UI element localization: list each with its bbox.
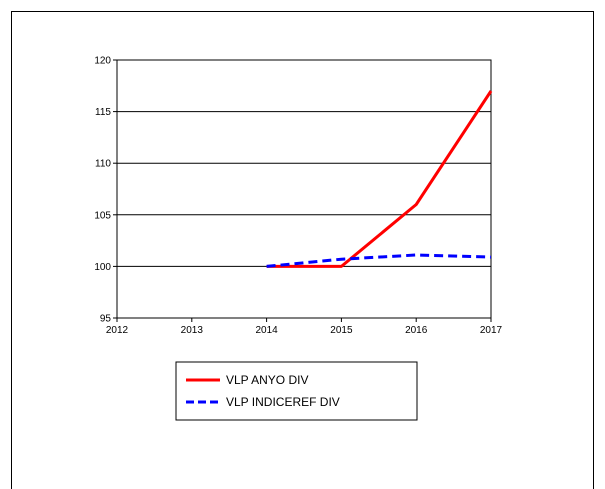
plot-area bbox=[116, 59, 492, 319]
x-tick-label: 2013 bbox=[181, 325, 204, 336]
series-line-vlp-anyo-div bbox=[266, 90, 493, 268]
y-tick-label: 110 bbox=[95, 159, 111, 170]
legend: VLP ANYO DIV VLP INDICEREF DIV bbox=[175, 361, 418, 421]
chart-frame bbox=[11, 11, 594, 489]
y-tick-label: 120 bbox=[94, 56, 111, 67]
gridlines bbox=[117, 111, 491, 267]
y-tick-label: 115 bbox=[95, 107, 111, 118]
legend-label-vlp-indiceref-div: VLP INDICEREF DIV bbox=[226, 395, 340, 409]
y-tick-label: 105 bbox=[94, 210, 111, 221]
legend-label-vlp-anyo-div: VLP ANYO DIV bbox=[226, 373, 308, 387]
legend-box bbox=[175, 361, 418, 421]
x-tick-label: 2017 bbox=[480, 325, 503, 336]
series-line-vlp-indiceref-div bbox=[266, 253, 492, 268]
x-tick-label: 2016 bbox=[405, 325, 428, 336]
y-axis: 95 100 105 110 115 120 bbox=[94, 56, 117, 325]
series-lines bbox=[266, 90, 493, 268]
x-tick-label: 2015 bbox=[330, 325, 353, 336]
x-axis: 2012 2013 2014 2015 2016 2017 bbox=[106, 318, 503, 336]
x-tick-label: 2014 bbox=[255, 325, 278, 336]
y-tick-label: 95 bbox=[100, 314, 112, 325]
x-tick-label: 2012 bbox=[106, 325, 129, 336]
y-tick-label: 100 bbox=[94, 262, 111, 273]
